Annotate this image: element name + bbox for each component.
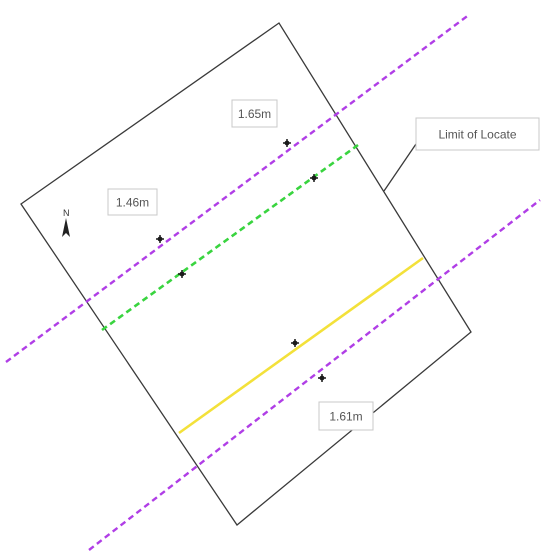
utility-line-purple-lower	[88, 199, 541, 551]
utility-line-yellow	[178, 256, 424, 435]
depth-label-left: 1.46m	[107, 188, 158, 216]
locate-marker	[156, 235, 164, 243]
depth-label-lower: 1.61m	[318, 401, 374, 431]
locate-marker	[310, 174, 318, 182]
locate-marker	[291, 339, 299, 347]
utility-line-green	[101, 143, 359, 332]
limit-of-locate-leader	[383, 143, 417, 192]
locate-marker	[178, 270, 186, 278]
north-arrow-letter: N	[63, 208, 70, 218]
limit-of-locate-text: Limit of Locate	[438, 128, 516, 142]
depth-label-upper: 1.65m	[231, 99, 278, 128]
limit-of-locate-label: Limit of Locate	[415, 117, 540, 151]
depth-label-upper-text: 1.65m	[238, 107, 271, 121]
locate-marker	[318, 374, 326, 382]
locate-boundary	[20, 22, 472, 526]
depth-label-lower-text: 1.61m	[329, 410, 362, 424]
depth-label-left-text: 1.46m	[116, 196, 149, 210]
utility-line-purple-upper	[5, 13, 471, 363]
locate-marker	[283, 139, 291, 147]
north-arrow-icon: N	[62, 208, 70, 237]
